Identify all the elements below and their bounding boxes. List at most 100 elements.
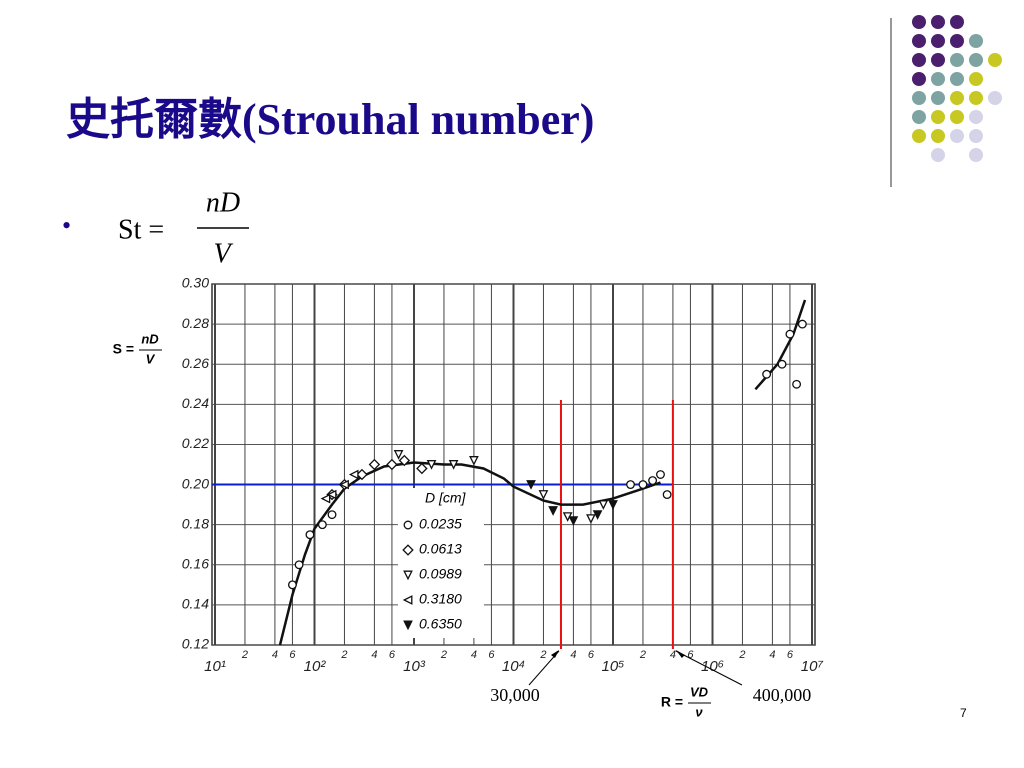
legend-marker [402,544,414,556]
dot [931,148,945,162]
y-tick-label: 0.22 [182,435,209,451]
dot [969,129,983,143]
dot [931,129,945,143]
marker [416,462,428,475]
x-tick-label: 2 [639,649,646,661]
x-tick-label: 10² [304,658,327,675]
marker [592,510,603,520]
dot [912,53,926,67]
legend-label: 0.3180 [419,591,462,607]
marker [797,319,807,329]
legend-marker [403,520,413,530]
marker [626,480,635,490]
dot [950,110,964,124]
dot [931,110,945,124]
y-tick-label: 0.24 [182,395,209,411]
x-tick-label: 4 [769,649,775,661]
dot [969,72,983,86]
formula-denominator: V [213,238,233,269]
x-tick-label: 10⁴ [502,658,525,675]
marker [317,520,327,530]
x-tick-label: 2 [241,649,248,661]
marker [785,329,795,339]
x-tick-label: 4 [570,649,576,661]
y-tick-label: 0.12 [182,636,209,652]
dot [931,53,945,67]
page-number: 7 [960,706,967,720]
y-tick-label: 0.18 [182,515,209,531]
legend-label: 0.0613 [419,541,462,557]
marker [448,460,459,470]
marker [426,460,437,470]
dot [931,91,945,105]
marker [339,479,349,490]
formula-numerator: nD [206,187,240,218]
dot [969,53,983,67]
annotation-arrow [675,650,743,686]
x-tick-label: 4 [371,649,377,661]
marker [638,480,648,490]
y-tick-label: 0.28 [182,315,209,331]
axis-label-numerator: nD [141,331,159,346]
formula-lhs: St = [118,214,164,245]
marker [548,506,558,516]
dot [950,15,964,29]
marker [568,516,579,526]
marker [538,490,549,500]
marker [608,500,618,510]
marker [792,379,802,389]
dot [931,15,945,29]
marker [294,560,304,570]
dot [950,53,964,67]
x-tick-label: 2 [738,649,745,661]
x-tick-label: 6 [488,649,495,661]
marker [356,468,368,481]
arrow-head [675,650,685,658]
legend-marker [403,570,413,581]
marker [777,359,787,369]
x-tick-label: 6 [588,649,595,661]
slide-title: 史托爾數(Strouhal number) [66,95,594,144]
marker [662,490,672,500]
dot [950,34,964,48]
x-tick-label: 10⁵ [602,658,625,675]
y-tick-label: 0.20 [182,475,209,491]
x-tick-label: 10¹ [204,658,226,675]
x-tick-label: 6 [289,649,296,661]
y-tick-label: 0.26 [182,355,209,371]
legend-label: 0.6350 [419,616,462,632]
axis-label-numerator: VD [690,684,709,699]
legend-label: 0.0989 [419,566,462,582]
arrow-head [550,650,559,658]
marker [327,510,337,520]
chart: 0.12 0.14 0.16 0.18 0.20 0.22 0.24 0.26 0.28 0.30… [113,275,824,720]
x-tick-label: 10³ [403,658,426,675]
y-tick-label: 0.16 [182,555,209,571]
marker [386,458,398,471]
legend-marker [403,620,413,631]
marker [598,500,609,510]
dot [969,91,983,105]
x-tick-label: 6 [687,649,694,661]
legend-marker [402,595,413,605]
marker [762,369,772,379]
y-tick-label: 0.30 [182,275,209,291]
dot [931,72,945,86]
y-tick-label: 0.14 [182,596,209,612]
dot [950,91,964,105]
marker [368,458,381,471]
dot [969,110,983,124]
dot [912,15,926,29]
dot [912,110,926,124]
x-tick-label: 4 [471,649,477,661]
marker [469,456,479,466]
dot [912,34,926,48]
dot [988,91,1002,105]
legend-title: D [cm] [425,490,467,506]
dot [912,72,926,86]
marker [305,530,315,540]
dot [969,148,983,162]
x-tick-label: 10⁷ [801,658,824,675]
